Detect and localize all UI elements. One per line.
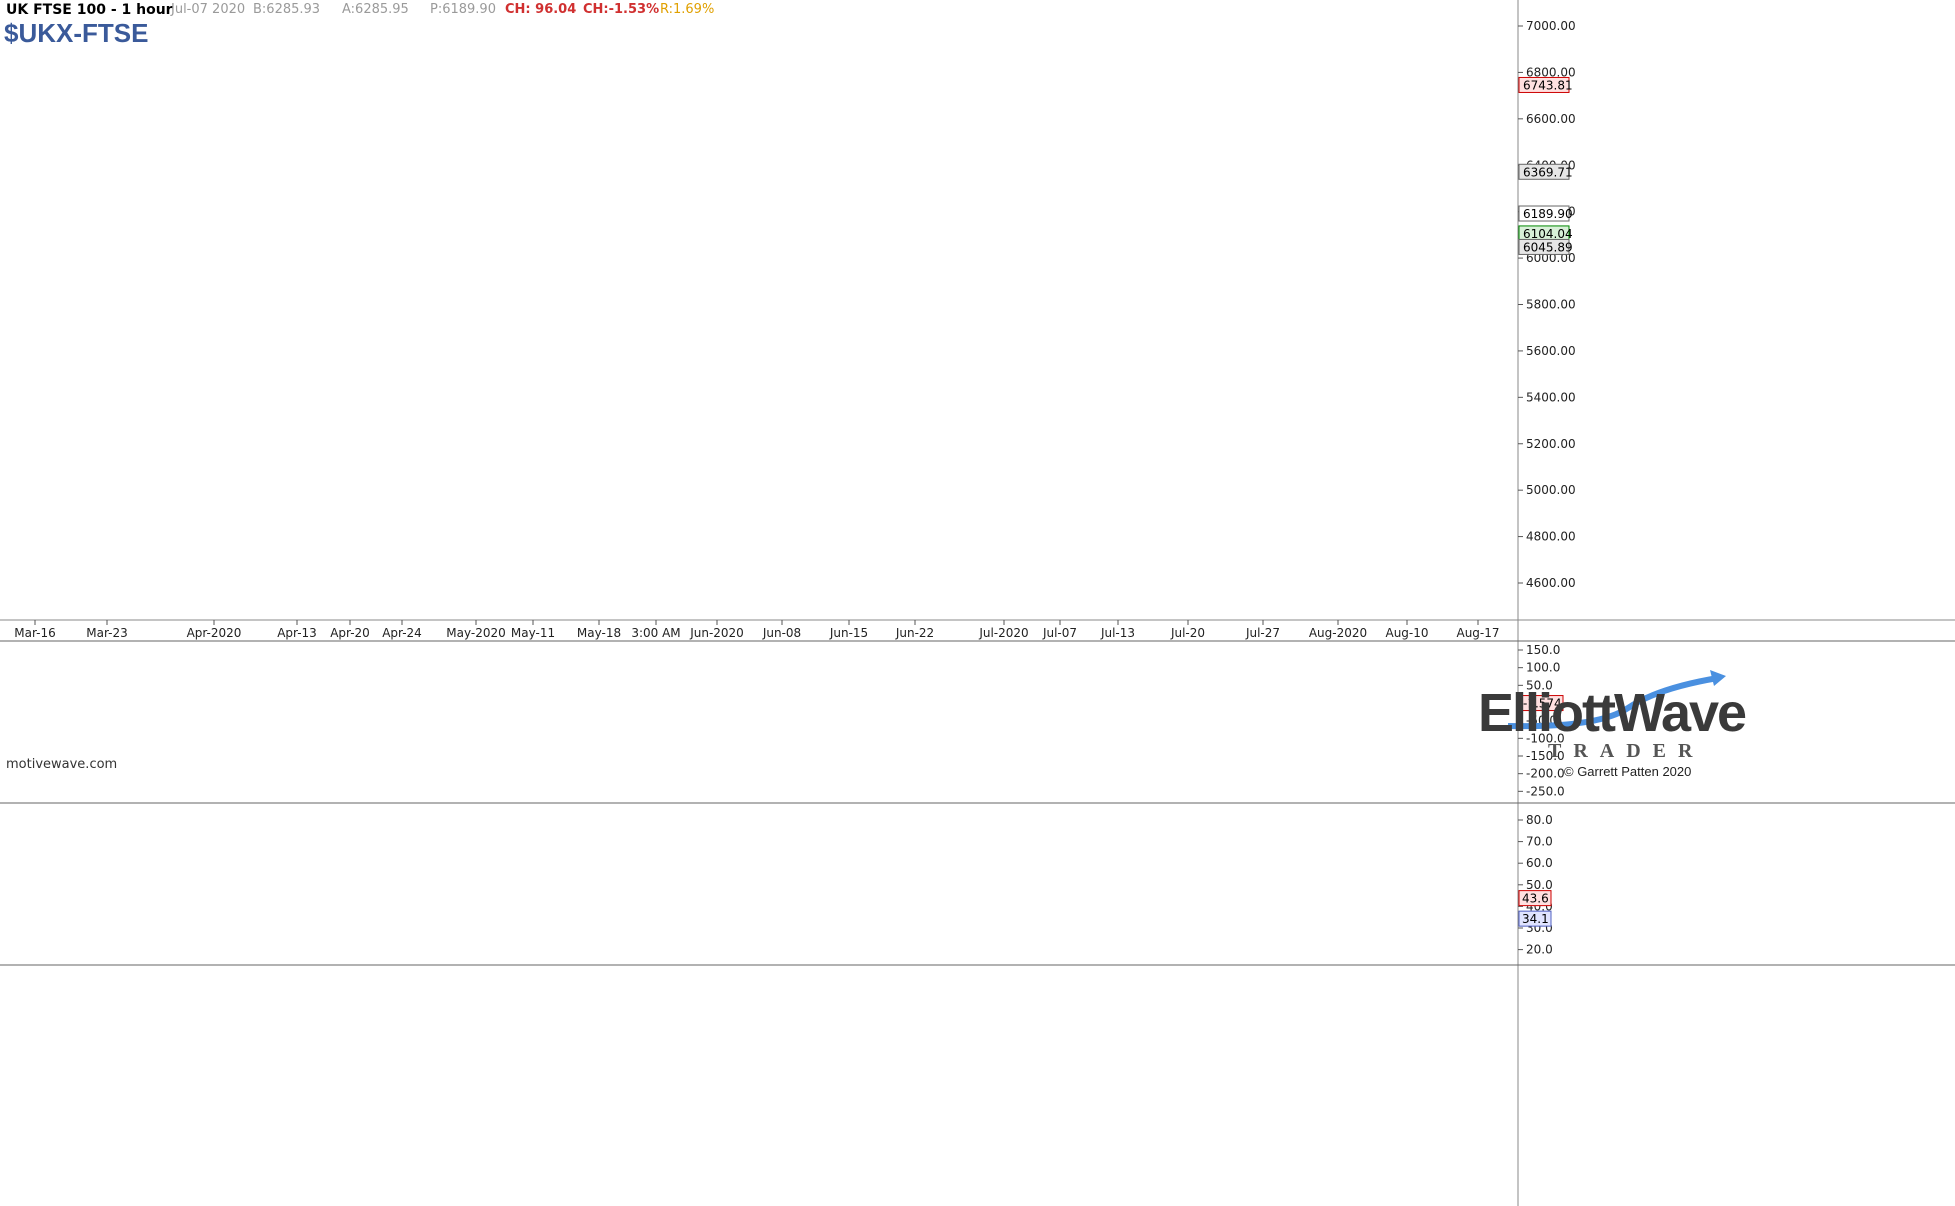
change-pct-value: CH:-1.53% [583, 2, 660, 17]
time-tick-label: Aug-2020 [1309, 626, 1367, 640]
price-tick-label: 5000.00 [1526, 483, 1576, 497]
rsi-tick-label: 60.0 [1526, 856, 1553, 870]
price-tick-label: 5800.00 [1526, 298, 1576, 312]
time-tick-label: Apr-20 [330, 626, 370, 640]
price-tick-label: 4600.00 [1526, 576, 1576, 590]
logo-arrow-icon [1507, 670, 1726, 730]
time-tick-label: May-11 [511, 626, 555, 640]
price-tag-label: 6104.04 [1523, 227, 1573, 241]
time-tick-label: Jul-13 [1100, 626, 1135, 640]
time-tick-label: Mar-16 [14, 626, 55, 640]
macd-value-tag [1518, 695, 1564, 712]
price-tag [1518, 76, 1570, 93]
time-tick-label: 3:00 AM [631, 626, 680, 640]
time-tick-label: May-2020 [446, 626, 505, 640]
price-tag [1518, 163, 1570, 180]
rsi-value-label: 43.6 [1522, 892, 1549, 906]
logo-tagline: TRADER [1548, 740, 1705, 762]
price-tick-label: 5600.00 [1526, 344, 1576, 358]
price-tick-label: 5200.00 [1526, 437, 1576, 451]
time-tick-label: Jul-2020 [978, 626, 1028, 640]
bid-value: B:6285.93 [253, 2, 321, 17]
rsi-value-tag [1518, 890, 1552, 907]
time-tick-label: Aug-17 [1456, 626, 1499, 640]
price-tick-label: 4800.00 [1526, 530, 1576, 544]
elliottwave-logo: ElliottWave TRADER © Garrett Patten 2020 [1478, 668, 1778, 779]
price-tick-label: 5400.00 [1526, 390, 1576, 404]
rsi-tick-label: 50.0 [1526, 878, 1553, 892]
price-value: P:6189.90 [430, 2, 496, 17]
time-tick-label: Mar-23 [86, 626, 127, 640]
price-tag-label: 6189.90 [1523, 207, 1573, 221]
ask-value: A:6285.95 [342, 2, 409, 17]
price-tag [1518, 205, 1570, 222]
time-tick-label: Jun-2020 [689, 626, 744, 640]
rsi-tick-label: 70.0 [1526, 835, 1553, 849]
time-tick-label: Apr-13 [277, 626, 317, 640]
macd-tick-label: -150.0 [1526, 749, 1565, 763]
time-tick-label: Aug-10 [1385, 626, 1428, 640]
time-tick-label: Jul-27 [1245, 626, 1280, 640]
rsi-tick-label: 20.0 [1526, 943, 1553, 957]
rsi-value-label: 34.1 [1522, 912, 1549, 926]
logo-name: ElliottWave [1478, 683, 1747, 743]
time-tick-label: May-18 [577, 626, 621, 640]
macd-value-label: -1.574 [1523, 697, 1562, 711]
bar-date: Jul-07 2020 [171, 2, 246, 17]
time-tick-label: Apr-2020 [187, 626, 242, 640]
time-tick-label: Jun-22 [895, 626, 934, 640]
price-tick-label: 6800.00 [1526, 65, 1576, 79]
symbol-label: $UKX-FTSE [4, 18, 149, 48]
macd-tick-label: -100.0 [1526, 731, 1565, 745]
rsi-tick-label: 80.0 [1526, 813, 1553, 827]
logo-credit: © Garrett Patten 2020 [1564, 764, 1692, 779]
watermark: motivewave.com [6, 757, 118, 772]
chart-title: UK FTSE 100 - 1 hour [6, 2, 173, 18]
rsi-value-tag [1518, 910, 1552, 927]
macd-tick-label: -200.0 [1526, 767, 1565, 781]
price-tick-label: 6600.00 [1526, 112, 1576, 126]
time-tick-label: Jun-08 [762, 626, 801, 640]
change-value: CH: 96.04 [505, 2, 577, 17]
time-tick-label: Apr-24 [382, 626, 422, 640]
price-tag-label: 6743.81 [1523, 78, 1573, 92]
macd-tick-label: 150.0 [1526, 643, 1560, 657]
time-tick-label: Jul-20 [1170, 626, 1205, 640]
time-tick-label: Jul-07 [1042, 626, 1077, 640]
price-tag-label: 6369.71 [1523, 165, 1573, 179]
range-pct-value: R:1.69% [660, 2, 715, 17]
price-tick-label: 7000.00 [1526, 19, 1576, 33]
macd-tick-label: 100.0 [1526, 661, 1560, 675]
price-tag-label: 6045.89 [1523, 240, 1573, 254]
macd-tick-label: 50.0 [1526, 678, 1553, 692]
macd-tick-label: -250.0 [1526, 784, 1565, 798]
price-tag [1518, 238, 1570, 255]
time-tick-label: Jun-15 [829, 626, 868, 640]
